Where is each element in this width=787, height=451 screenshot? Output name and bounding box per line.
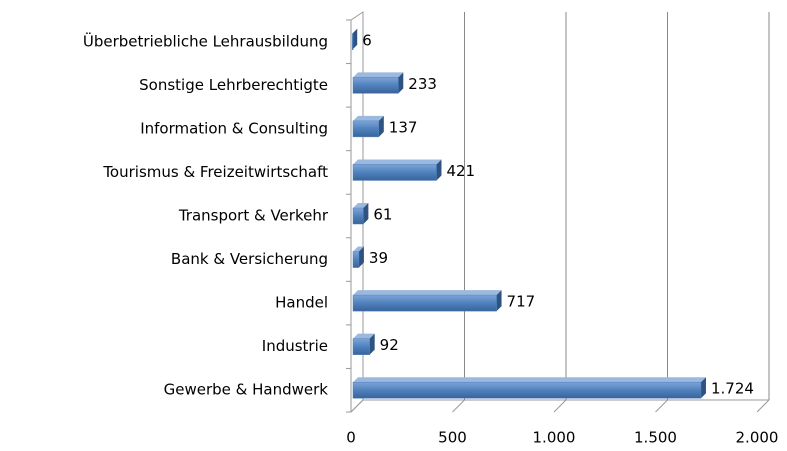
bar-side [352, 28, 358, 50]
x-tick-label: 2.000 [736, 429, 779, 447]
bar-side [378, 115, 384, 137]
bar [352, 120, 380, 138]
y-tick-label: Handel [275, 294, 328, 312]
value-label: 233 [408, 75, 437, 93]
bar-top [353, 377, 706, 383]
value-label: 6 [362, 31, 372, 49]
bar-top [353, 115, 384, 121]
value-label: 137 [389, 118, 418, 136]
bar [352, 294, 497, 312]
value-label: 39 [369, 249, 388, 267]
bar-side [700, 377, 706, 399]
bar-top [353, 246, 364, 252]
x-tick [452, 399, 465, 413]
bar-side [369, 333, 375, 355]
bar-side [436, 159, 442, 181]
bar-top [353, 159, 442, 165]
value-label: 1.724 [711, 380, 754, 398]
bar [352, 251, 360, 268]
bar-top [353, 290, 502, 296]
bar [352, 338, 370, 355]
x-tick [756, 399, 770, 413]
y-tick-label: Sonstige Lehrberechtigte [139, 76, 328, 94]
value-label: 61 [373, 206, 392, 224]
x-tick-label: 1.000 [533, 429, 576, 447]
y-tick-label: Gewerbe & Handwerk [164, 381, 329, 399]
bar-side [496, 290, 502, 312]
x-tick [553, 399, 567, 413]
bar [352, 207, 364, 225]
x-tick [350, 399, 364, 413]
value-label: 717 [507, 293, 536, 311]
bar-top [353, 203, 369, 208]
bar-top [353, 333, 375, 339]
value-label: 92 [380, 336, 399, 354]
y-tick-label: Industrie [262, 337, 328, 355]
bar-top [353, 72, 404, 78]
bar [351, 33, 354, 51]
bar [352, 164, 437, 181]
value-label: 421 [446, 162, 475, 180]
x-tick-label: 500 [438, 429, 467, 447]
y-tick-label: Tourismus & Freizeitwirtschaft [102, 163, 328, 181]
bar-side [363, 203, 369, 224]
y-tick-label: Überbetriebliche Lehrausbildung [83, 31, 328, 50]
y-tick-label: Bank & Versicherung [171, 250, 328, 268]
bar [352, 381, 702, 399]
y-tick-label: Information & Consulting [140, 119, 328, 137]
x-tick [655, 399, 668, 413]
y-tick-label: Transport & Verkehr [178, 207, 329, 225]
x-tick-label: 1.500 [634, 429, 677, 447]
x-tick-label: 0 [346, 429, 356, 447]
bar-side [398, 72, 404, 94]
bar-side [358, 246, 364, 268]
bar [352, 77, 399, 94]
